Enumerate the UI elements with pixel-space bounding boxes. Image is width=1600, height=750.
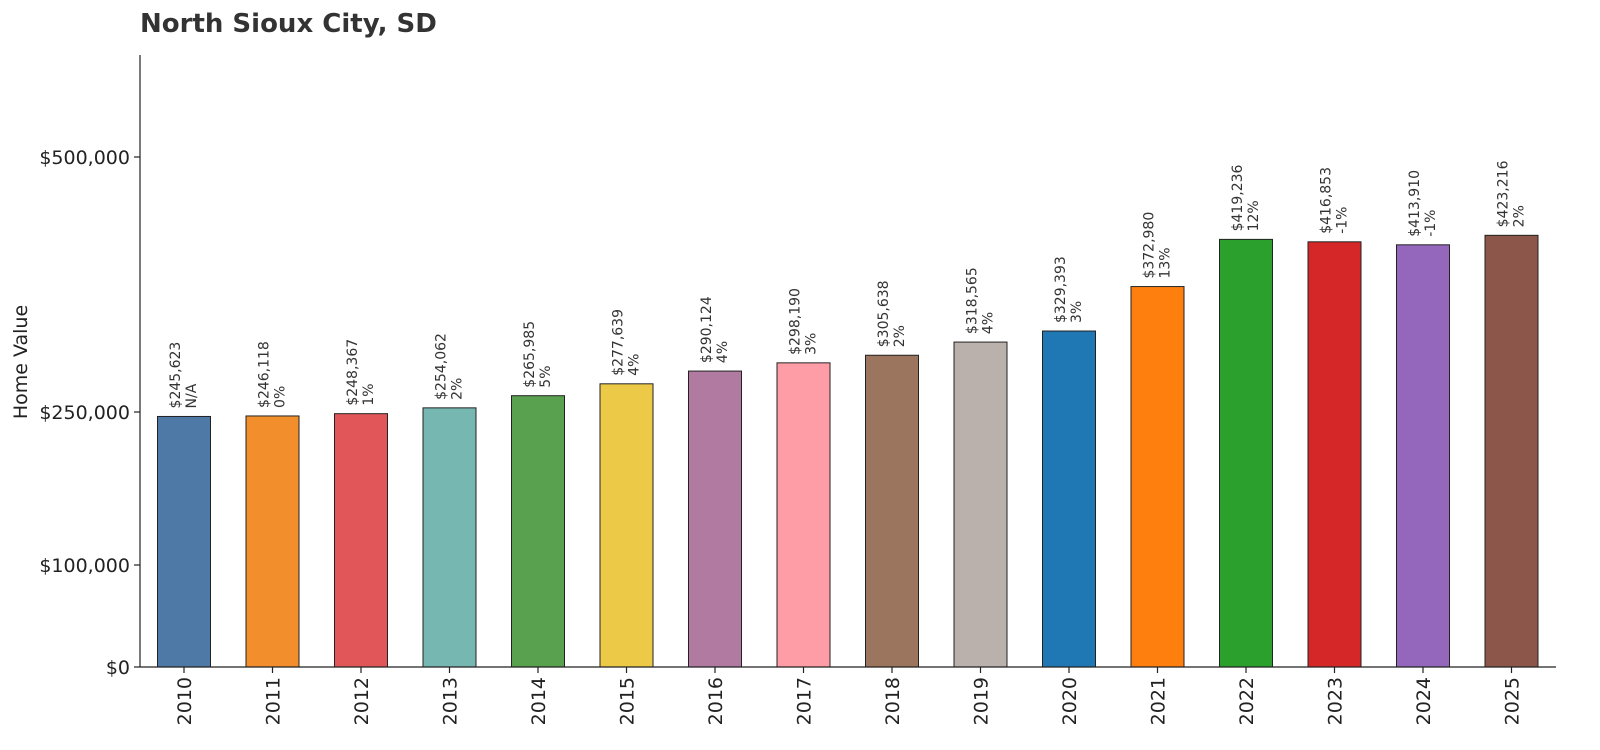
data-label-2012: $248,367 1%: [345, 339, 377, 406]
bar-2023: [1307, 241, 1362, 668]
y-tick-label: $500,000: [39, 147, 130, 169]
bar-2015: [599, 383, 654, 668]
bar-2022: [1219, 238, 1273, 668]
bar-2013: [422, 407, 477, 668]
change-label: 4%: [715, 341, 731, 363]
data-label-2025: $423,216 2%: [1496, 160, 1528, 227]
change-label: 12%: [1246, 200, 1262, 231]
y-axis-ticks: $0 $100,000 $250,000 $500,000: [39, 147, 140, 679]
x-tick-label: 2020: [1059, 677, 1081, 725]
x-tick-label: 2022: [1236, 677, 1258, 725]
value-label: $413,910: [1407, 170, 1423, 237]
change-label: -1%: [1423, 210, 1439, 237]
y-tick-label: $250,000: [39, 402, 130, 424]
bar-2025: [1484, 234, 1539, 668]
bar-2021: [1130, 286, 1185, 668]
x-tick-label: 2021: [1148, 677, 1170, 725]
data-label-2017: $298,190 3%: [788, 288, 820, 355]
data-label-2015: $277,639 4%: [611, 309, 643, 376]
change-label: 4%: [627, 354, 643, 376]
y-tick-label: $100,000: [39, 555, 130, 577]
change-label: 2%: [1512, 205, 1528, 227]
value-label: $245,623: [168, 342, 184, 409]
bar-2024: [1396, 244, 1450, 668]
change-label: 2%: [892, 325, 908, 347]
change-label: 1%: [361, 383, 377, 405]
x-tick-label: 2014: [528, 677, 550, 725]
value-label: $318,565: [965, 267, 981, 334]
value-label: $423,216: [1496, 160, 1512, 227]
bar-2011: [245, 415, 300, 668]
x-tick-label: 2024: [1413, 677, 1435, 725]
change-label: 4%: [981, 312, 997, 334]
x-axis-ticks: 2010 2011 2012 2013 2014 2015 2016 2017 2018 2019…: [174, 667, 1524, 725]
change-label: 0%: [273, 386, 289, 408]
value-label: $248,367: [345, 339, 361, 406]
change-label: N/A: [184, 383, 200, 408]
y-axis-label: Home Value: [10, 305, 32, 419]
data-label-2011: $246,118 0%: [257, 341, 289, 408]
x-tick-label: 2017: [794, 677, 816, 725]
data-label-2014: $265,985 5%: [522, 321, 554, 388]
data-label-2021: $372,980 13%: [1142, 212, 1174, 279]
change-label: -1%: [1335, 207, 1351, 234]
x-tick-label: 2015: [617, 677, 639, 725]
value-label: $254,062: [434, 333, 450, 400]
value-label: $265,985: [522, 321, 538, 388]
change-label: 3%: [1069, 301, 1085, 323]
x-tick-label: 2025: [1502, 677, 1524, 725]
bar-2018: [865, 354, 919, 668]
x-tick-label: 2019: [971, 677, 993, 725]
bar-2020: [1042, 330, 1096, 668]
data-label-2020: $329,393 3%: [1053, 256, 1085, 323]
x-tick-label: 2018: [882, 677, 904, 725]
bar-2019: [953, 341, 1008, 668]
value-label: $372,980: [1142, 212, 1158, 279]
value-label: $298,190: [788, 288, 804, 355]
x-tick-label: 2011: [263, 677, 285, 725]
bar-2014: [511, 395, 565, 668]
value-label: $416,853: [1319, 167, 1335, 234]
data-labels-group: $245,623 N/A $246,118 0% $248,367 1% $254,062 2…: [168, 160, 1528, 408]
data-label-2019: $318,565 4%: [965, 267, 997, 334]
value-label: $329,393: [1053, 256, 1069, 323]
value-label: $290,124: [699, 296, 715, 363]
x-tick-label: 2023: [1325, 677, 1347, 725]
x-tick-label: 2010: [174, 677, 196, 725]
value-label: $419,236: [1230, 164, 1246, 231]
y-tick-label: $0: [106, 657, 130, 679]
data-label-2010: $245,623 N/A: [168, 342, 200, 409]
data-label-2024: $413,910 -1%: [1407, 170, 1439, 237]
value-label: $246,118: [257, 341, 273, 408]
bar-2012: [334, 413, 388, 668]
data-label-2013: $254,062 2%: [434, 333, 466, 400]
data-label-2016: $290,124 4%: [699, 296, 731, 363]
x-tick-label: 2012: [351, 677, 373, 725]
change-label: 2%: [450, 378, 466, 400]
bar-2016: [688, 370, 742, 668]
value-label: $305,638: [876, 280, 892, 347]
change-label: 3%: [804, 333, 820, 355]
data-label-2018: $305,638 2%: [876, 280, 908, 347]
x-tick-label: 2013: [440, 677, 462, 725]
bar-2010: [157, 415, 211, 668]
change-label: 13%: [1158, 247, 1174, 278]
change-label: 5%: [538, 365, 554, 387]
data-label-2022: $419,236 12%: [1230, 164, 1262, 231]
x-tick-label: 2016: [705, 677, 727, 725]
value-label: $277,639: [611, 309, 627, 376]
bars-group: [157, 234, 1539, 668]
data-label-2023: $416,853 -1%: [1319, 167, 1351, 234]
bar-2017: [776, 362, 831, 668]
chart-title: North Sioux City, SD: [140, 9, 437, 39]
